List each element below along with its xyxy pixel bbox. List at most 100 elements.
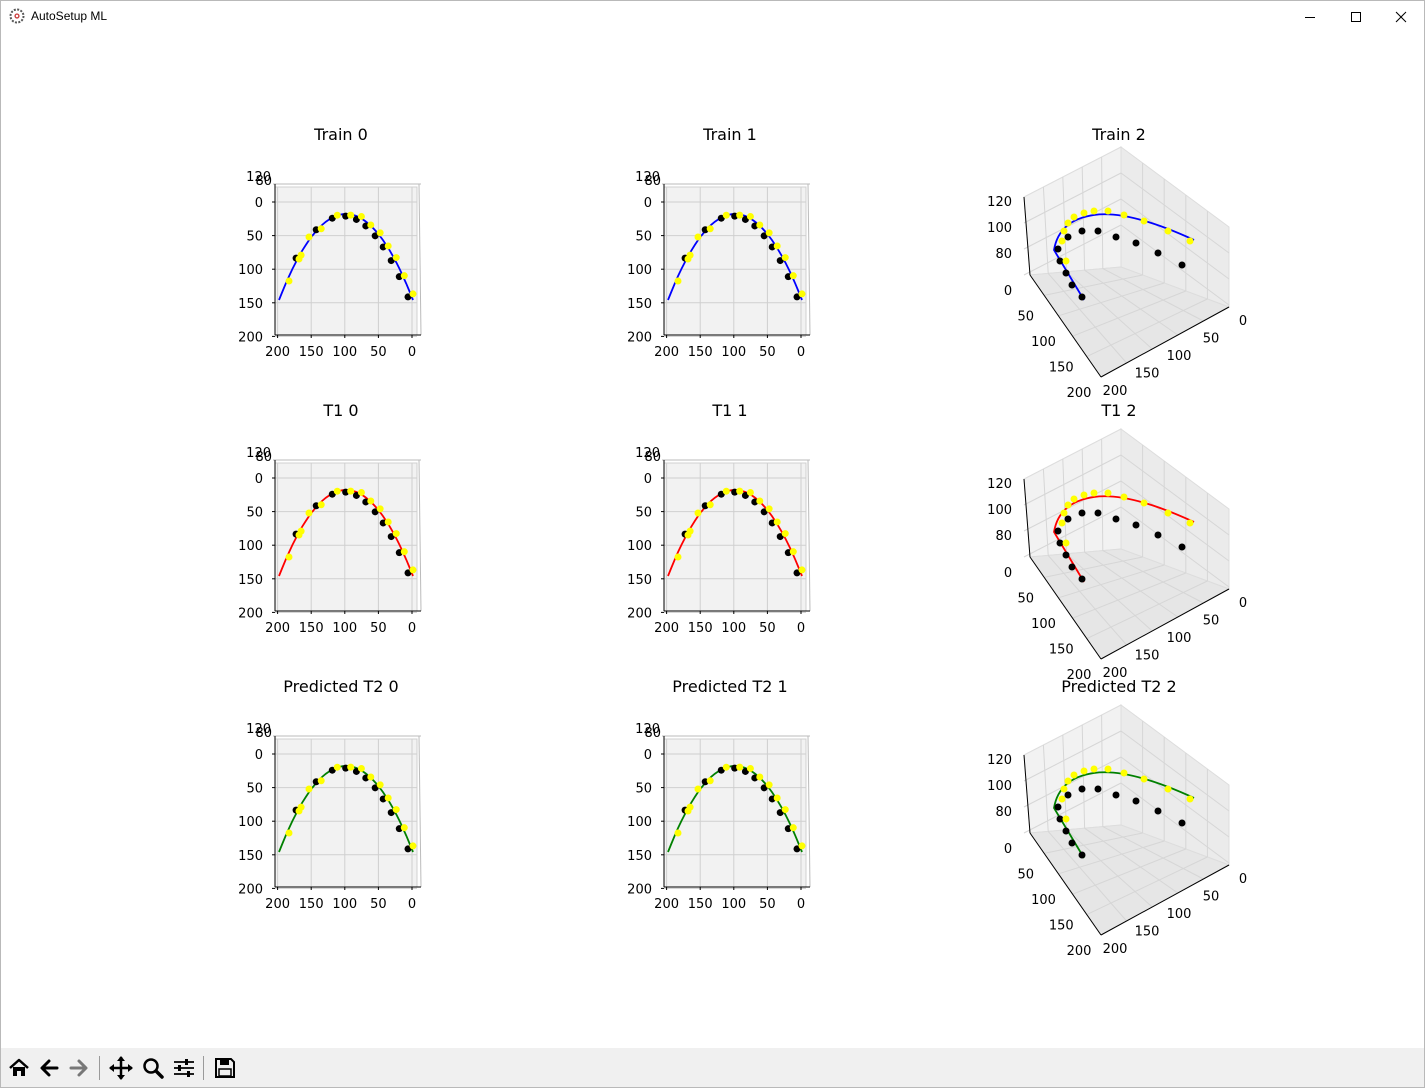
x-tick-label: 50: [759, 345, 776, 360]
marker-yellow: [347, 211, 355, 219]
marker-yellow: [674, 829, 682, 837]
grid-line: [1023, 172, 1122, 224]
marker-yellow: [798, 842, 806, 850]
y-tick-label: 50: [635, 230, 652, 245]
x-tick-label: 150: [1135, 649, 1160, 664]
grid-line: [1023, 198, 1122, 250]
y-tick-label: 50: [246, 782, 263, 797]
z-tick-label: 80: [995, 805, 1012, 820]
marker-black: [1062, 269, 1070, 277]
grid-line: [1072, 290, 1186, 337]
marker-yellow: [409, 566, 417, 574]
y-tick-label: 150: [1049, 919, 1074, 934]
z-tick-label: 120: [635, 722, 660, 737]
forward-button[interactable]: [64, 1053, 94, 1083]
grid-line: [1120, 198, 1230, 280]
x-tick-label: 150: [688, 621, 713, 636]
marker-yellow: [789, 824, 797, 832]
grid-line: [1086, 580, 1208, 640]
marker-yellow: [773, 518, 781, 526]
grid-line: [1120, 480, 1230, 562]
x-tick-label: 0: [408, 345, 416, 360]
home-button[interactable]: [4, 1053, 34, 1083]
y-tick-label: 50: [635, 506, 652, 521]
marker-yellow: [706, 501, 714, 509]
back-button[interactable]: [34, 1053, 64, 1083]
navigation-toolbar: [1, 1048, 1424, 1087]
y-tick-label: 100: [1031, 335, 1056, 350]
pan-button[interactable]: [106, 1053, 136, 1083]
minimize-button[interactable]: [1287, 1, 1333, 32]
grid-line: [1086, 298, 1208, 358]
marker-yellow: [295, 531, 303, 539]
marker-black: [1078, 227, 1086, 235]
y-tick-label: 50: [1017, 592, 1034, 607]
y-tick-label: 50: [1017, 310, 1034, 325]
marker-yellow: [392, 530, 400, 538]
close-button[interactable]: [1378, 1, 1424, 32]
marker-yellow: [1104, 207, 1112, 215]
grid-line: [1120, 782, 1230, 864]
marker-yellow: [367, 773, 375, 781]
marker-yellow: [347, 763, 355, 771]
x-tick-label: 200: [654, 897, 679, 912]
y-tick-label: 200: [1067, 944, 1092, 959]
x-tick-label: 100: [1167, 631, 1192, 646]
marker-yellow: [1070, 213, 1078, 221]
z-tick-label: 80: [644, 726, 661, 741]
marker-yellow: [367, 221, 375, 229]
subplot-7: Predicted T2 1 200 150 100 50 0 0 50 100 150 200 12…: [627, 677, 811, 912]
x-tick-label: 0: [1239, 872, 1247, 887]
y-tick-label: 0: [644, 472, 652, 487]
marker-yellow: [285, 553, 293, 561]
marker-black: [1154, 807, 1162, 815]
y-tick-label: 100: [627, 815, 652, 830]
marker-black: [1056, 539, 1064, 547]
grid-line: [1120, 506, 1230, 588]
title-bar[interactable]: AutoSetup ML: [1, 1, 1424, 32]
z-tick-label: 100: [987, 503, 1012, 518]
marker-black: [1154, 249, 1162, 257]
zoom-button[interactable]: [138, 1053, 168, 1083]
toolbar-separator: [203, 1056, 204, 1080]
x-tick-label: 200: [1103, 666, 1128, 681]
configure-subplots-button[interactable]: [169, 1053, 199, 1083]
marker-yellow: [285, 829, 293, 837]
x-tick-label: 200: [1103, 384, 1128, 399]
z-tick-label: 120: [987, 477, 1012, 492]
marker-yellow: [1070, 495, 1078, 503]
marker-black: [1064, 791, 1072, 799]
marker-yellow: [736, 763, 744, 771]
z-tick-label: 80: [995, 247, 1012, 262]
y-tick-label: 0: [1004, 566, 1012, 581]
marker-yellow: [1064, 501, 1072, 509]
grid-line: [1058, 564, 1165, 599]
close-icon: [1395, 11, 1407, 22]
x-tick-label: 150: [688, 897, 713, 912]
y-tick-label: 0: [255, 196, 263, 211]
grid-line: [1042, 468, 1049, 556]
marker-yellow: [684, 807, 692, 815]
x-tick-label: 100: [721, 345, 746, 360]
y-tick-label: 100: [238, 815, 263, 830]
marker-black: [1054, 527, 1062, 535]
marker-yellow: [333, 487, 341, 495]
z-tick-label: 120: [987, 195, 1012, 210]
toolbar-separator: [99, 1056, 100, 1080]
maximize-button[interactable]: [1333, 1, 1379, 32]
z-tick-label: 120: [246, 170, 271, 185]
marker-black: [1056, 815, 1064, 823]
marker-yellow: [347, 487, 355, 495]
figure-canvas[interactable]: Train 0 200 150 100 50 0 0 50 100 150 200 120 80 Trai…: [1, 32, 1424, 1047]
marker-yellow: [357, 764, 365, 772]
subplot-title: Predicted T2 1: [672, 677, 787, 696]
z-tick-label: 80: [644, 450, 661, 465]
x-tick-label: 50: [370, 345, 387, 360]
grid-line: [1066, 553, 1153, 632]
x-axis-line: [1100, 864, 1230, 936]
y-tick-label: 0: [255, 472, 263, 487]
marker-yellow: [765, 505, 773, 513]
marker-yellow: [722, 763, 730, 771]
save-button[interactable]: [210, 1053, 240, 1083]
